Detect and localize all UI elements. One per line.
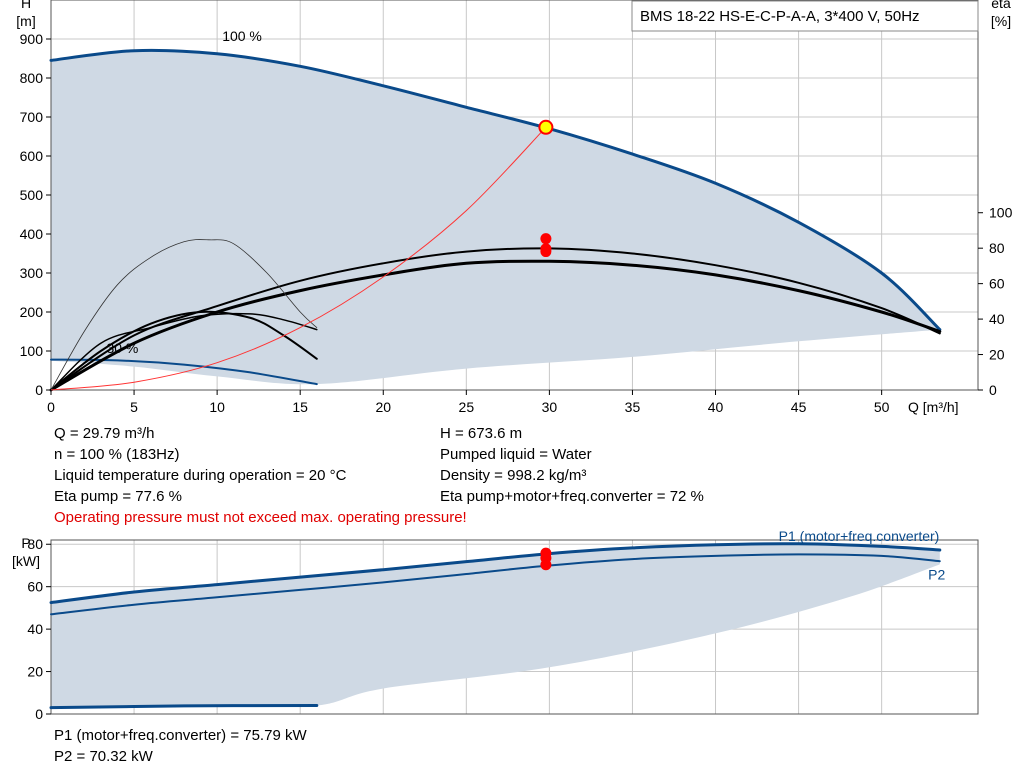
y-axis-unit: [kW] bbox=[12, 553, 40, 569]
power-info: P1 (motor+freq.converter) = 75.79 kW P2 … bbox=[54, 725, 307, 767]
curve-system-curve bbox=[50, 126, 547, 391]
y-tick-label: 100 bbox=[20, 343, 44, 359]
y-axis-label: P bbox=[21, 535, 30, 551]
y2-axis-unit: [%] bbox=[991, 13, 1011, 29]
x-axis-label: Q [m³/h] bbox=[908, 399, 959, 415]
info-eta-pump: Eta pump = 77.6 % bbox=[54, 488, 182, 505]
curve-label: 30 % bbox=[106, 340, 138, 356]
info-p2: P2 = 70.32 kW bbox=[54, 748, 153, 765]
curve-P1-30 bbox=[49, 704, 319, 710]
x-tick-label: 10 bbox=[209, 399, 225, 415]
y-tick-label: 400 bbox=[20, 226, 44, 242]
warning-text: Operating pressure must not exceed max. … bbox=[54, 509, 467, 526]
series-label: P2 bbox=[928, 566, 945, 582]
x-tick-label: 35 bbox=[625, 399, 641, 415]
y-tick-label: 800 bbox=[20, 70, 44, 86]
x-tick-label: 50 bbox=[874, 399, 890, 415]
x-tick-label: 30 bbox=[542, 399, 558, 415]
y-tick-label: 300 bbox=[20, 265, 44, 281]
x-tick-label: 45 bbox=[791, 399, 807, 415]
x-tick-label: 15 bbox=[292, 399, 308, 415]
info-head: H = 673.6 m bbox=[440, 425, 523, 442]
y-tick-label: 0 bbox=[35, 382, 43, 398]
curve-head-100 bbox=[49, 48, 942, 332]
y-tick-label: 600 bbox=[20, 148, 44, 164]
duty-point bbox=[540, 233, 552, 245]
y2-tick-label: 60 bbox=[989, 276, 1005, 292]
info-temperature: Liquid temperature during operation = 20… bbox=[54, 467, 347, 484]
x-tick-label: 5 bbox=[130, 399, 138, 415]
operating-range-area bbox=[51, 543, 940, 708]
x-tick-label: 25 bbox=[459, 399, 475, 415]
info-left: Q = 29.79 m³/h n = 100 % (183Hz) Liquid … bbox=[54, 423, 467, 528]
info-right: H = 673.6 m Pumped liquid = Water Densit… bbox=[440, 423, 704, 507]
y2-tick-label: 80 bbox=[989, 240, 1005, 256]
plot-frame bbox=[50, 539, 979, 715]
y2-tick-label: 40 bbox=[989, 311, 1005, 327]
operating-range-area bbox=[51, 50, 940, 385]
y2-tick-label: 100 bbox=[989, 205, 1013, 221]
info-speed: n = 100 % (183Hz) bbox=[54, 446, 180, 463]
y-tick-label: 60 bbox=[27, 579, 43, 595]
info-flow: Q = 29.79 m³/h bbox=[54, 425, 155, 442]
y-axis-label: H bbox=[21, 0, 31, 11]
curve-eta-low-30 bbox=[50, 312, 318, 391]
series-label: P1 (motor+freq.converter) bbox=[779, 528, 940, 544]
curve-label: 100 % bbox=[222, 28, 262, 44]
curve-eta-total-100 bbox=[50, 247, 941, 391]
power-chart: 0 20 40 60 80P [kW] P1 (motor+freq.converter) P… bbox=[12, 528, 979, 722]
info-p1: P1 (motor+freq.converter) = 75.79 kW bbox=[54, 727, 307, 744]
curve-p2 bbox=[50, 553, 941, 616]
y-tick-label: 500 bbox=[20, 187, 44, 203]
x-tick-label: 20 bbox=[375, 399, 391, 415]
duty-point bbox=[540, 246, 552, 258]
info-liquid: Pumped liquid = Water bbox=[440, 446, 592, 463]
chart-title: BMS 18-22 HS-E-C-P-A-A, 3*400 V, 50Hz bbox=[640, 8, 920, 25]
title-box: BMS 18-22 HS-E-C-P-A-A, 3*400 V, 50Hz bbox=[631, 0, 979, 32]
y2-axis-label: eta bbox=[991, 0, 1011, 11]
x-tick-label: 0 bbox=[47, 399, 55, 415]
y-tick-label: 0 bbox=[35, 706, 43, 722]
y-tick-label: 80 bbox=[27, 536, 43, 552]
y-tick-label: 40 bbox=[27, 621, 43, 637]
y2-tick-label: 20 bbox=[989, 347, 1005, 363]
curve-head-30-thin bbox=[50, 239, 318, 391]
info-density: Density = 998.2 kg/m³ bbox=[440, 467, 587, 484]
y-tick-label: 700 bbox=[20, 109, 44, 125]
y2-tick-label: 0 bbox=[989, 382, 997, 398]
y-tick-label: 200 bbox=[20, 304, 44, 320]
y-tick-label: 20 bbox=[27, 664, 43, 680]
duty-point-main bbox=[538, 119, 554, 135]
y-axis-unit: [m] bbox=[16, 13, 35, 29]
y-tick-label: 900 bbox=[20, 31, 44, 47]
info-eta-total: Eta pump+motor+freq.converter = 72 % bbox=[440, 488, 704, 505]
curve-p1-motor-freq-converter- bbox=[49, 542, 942, 605]
x-tick-label: 40 bbox=[708, 399, 724, 415]
duty-point bbox=[540, 559, 552, 571]
